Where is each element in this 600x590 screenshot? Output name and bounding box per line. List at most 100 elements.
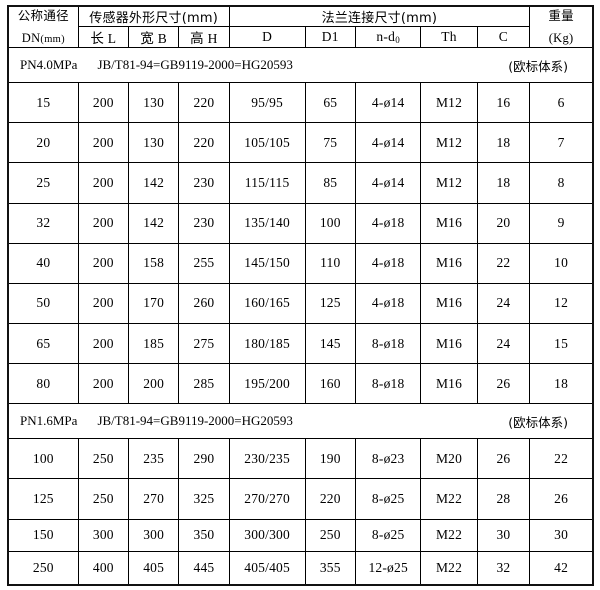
header-sub-row: 长 L 宽 B 高 H D D1 n-d0 Th C: [8, 26, 593, 49]
cell-thickness-c: 18: [476, 162, 531, 204]
cell-dn: 65: [7, 323, 79, 365]
cell-length-l: 200: [77, 282, 129, 325]
cell-weight: 10: [529, 242, 594, 284]
cell-dn: 250: [7, 551, 79, 586]
cell-bolt-holes: 8-ø18: [354, 323, 422, 365]
cell-width-b: 405: [127, 551, 180, 586]
cell-weight: 18: [529, 363, 594, 405]
section-standard-reference: JB/T81-94=GB9119-2000=HG20593: [97, 57, 293, 73]
section-band-row: PN4.0MPa JB/T81-94=GB9119-2000=HG20593 (欧标…: [7, 47, 594, 84]
cell-bolt-holes: 4-ø14: [354, 82, 422, 124]
cell-height-h: 220: [178, 82, 230, 124]
section-band: PN1.6MPa JB/T81-94=GB9119-2000=HG20593 (欧标…: [7, 403, 594, 440]
cell-bolt-holes: 8-ø25: [354, 478, 422, 520]
header-height-h: 高 H: [178, 26, 230, 49]
cell-bolt-holes: 8-ø18: [354, 363, 422, 405]
cell-thickness-c: 28: [476, 478, 531, 520]
cell-dn: 32: [7, 202, 79, 244]
section-standard-system-note: (欧标体系): [508, 58, 568, 74]
header-thread-th: Th: [420, 26, 478, 49]
cell-weight: 26: [529, 478, 594, 520]
cell-length-l: 200: [77, 242, 129, 284]
cell-width-b: 270: [127, 478, 180, 520]
cell-diameter-d1: 145: [304, 323, 356, 365]
cell-bolt-holes: 4-ø18: [354, 282, 422, 325]
cell-diameter-d1: 65: [304, 82, 356, 124]
cell-length-l: 200: [77, 323, 129, 365]
cell-diameter-d: 160/165: [228, 282, 306, 325]
table-row: 32 200 142 230 135/140 100 4-ø18 M16 20 9: [7, 202, 594, 244]
cell-diameter-d: 230/235: [228, 438, 306, 480]
section-band: PN4.0MPa JB/T81-94=GB9119-2000=HG20593 (欧标…: [7, 47, 594, 84]
cell-diameter-d: 105/105: [228, 122, 306, 164]
cell-bolt-holes: 4-ø14: [354, 162, 422, 204]
cell-thread-th: M16: [420, 282, 478, 325]
cell-diameter-d1: 190: [304, 438, 356, 480]
header-weight: 重量 (Kg): [529, 5, 594, 49]
header-nominal-diameter-cn: 公称通径: [17, 8, 69, 24]
cell-height-h: 255: [178, 242, 230, 284]
cell-diameter-d1: 160: [304, 363, 356, 405]
cell-dn: 80: [7, 363, 79, 405]
cell-diameter-d1: 110: [304, 242, 356, 284]
cell-length-l: 250: [77, 438, 129, 480]
cell-diameter-d1: 75: [304, 122, 356, 164]
table-row: 250 400 405 445 405/405 355 12-ø25 M22 32 42: [7, 551, 594, 586]
table-row: 20 200 130 220 105/105 75 4-ø14 M12 18 7: [7, 122, 594, 164]
header-weight-unit: (Kg): [548, 31, 574, 46]
cell-thickness-c: 26: [476, 438, 531, 480]
cell-thread-th: M20: [420, 438, 478, 480]
cell-diameter-d: 195/200: [228, 363, 306, 405]
cell-height-h: 350: [178, 518, 230, 553]
cell-width-b: 130: [127, 82, 180, 124]
cell-diameter-d: 135/140: [228, 202, 306, 244]
cell-weight: 42: [529, 551, 594, 586]
cell-height-h: 275: [178, 323, 230, 365]
cell-width-b: 235: [127, 438, 180, 480]
table-row: 80 200 200 285 195/200 160 8-ø18 M16 26 18: [7, 363, 594, 405]
cell-width-b: 158: [127, 242, 180, 284]
header-weight-cn: 重量: [548, 8, 574, 23]
cell-thread-th: M16: [420, 323, 478, 365]
cell-length-l: 200: [77, 82, 129, 124]
cell-diameter-d1: 125: [304, 282, 356, 325]
cell-weight: 12: [529, 282, 594, 325]
cell-bolt-holes: 8-ø25: [354, 518, 422, 553]
flange-dimension-table: 公称通径 DN(mm) 传感器外形尺寸(mm) 法兰连接尺寸(mm) 重量 (K…: [7, 5, 594, 587]
cell-thickness-c: 30: [476, 518, 531, 553]
cell-height-h: 230: [178, 202, 230, 244]
header-diameter-d1: D1: [304, 26, 356, 49]
cell-diameter-d: 405/405: [228, 551, 306, 586]
section-band-row: PN1.6MPa JB/T81-94=GB9119-2000=HG20593 (欧标…: [7, 403, 594, 440]
cell-length-l: 200: [77, 363, 129, 405]
cell-dn: 15: [7, 82, 79, 124]
header-length-l: 长 L: [77, 26, 129, 49]
cell-width-b: 130: [127, 122, 180, 164]
header-nominal-diameter: 公称通径 DN(mm): [7, 5, 79, 49]
cell-length-l: 300: [77, 518, 129, 553]
cell-height-h: 260: [178, 282, 230, 325]
table-row: 50 200 170 260 160/165 125 4-ø18 M16 24 12: [7, 282, 594, 325]
cell-height-h: 325: [178, 478, 230, 520]
cell-weight: 15: [529, 323, 594, 365]
cell-bolt-holes: 12-ø25: [354, 551, 422, 586]
cell-thickness-c: 24: [476, 282, 531, 325]
cell-width-b: 142: [127, 162, 180, 204]
cell-diameter-d: 115/115: [228, 162, 306, 204]
header-thickness-c: C: [476, 26, 531, 49]
cell-length-l: 200: [77, 202, 129, 244]
header-diameter-d: D: [228, 26, 306, 49]
cell-width-b: 185: [127, 323, 180, 365]
cell-diameter-d1: 85: [304, 162, 356, 204]
cell-thickness-c: 20: [476, 202, 531, 244]
table-body: PN4.0MPa JB/T81-94=GB9119-2000=HG20593 (欧标…: [7, 47, 594, 586]
table-row: 100 250 235 290 230/235 190 8-ø23 M20 26 22: [7, 438, 594, 480]
cell-width-b: 142: [127, 202, 180, 244]
cell-width-b: 200: [127, 363, 180, 405]
cell-height-h: 290: [178, 438, 230, 480]
cell-width-b: 170: [127, 282, 180, 325]
cell-thread-th: M16: [420, 363, 478, 405]
cell-weight: 22: [529, 438, 594, 480]
cell-dn: 20: [7, 122, 79, 164]
